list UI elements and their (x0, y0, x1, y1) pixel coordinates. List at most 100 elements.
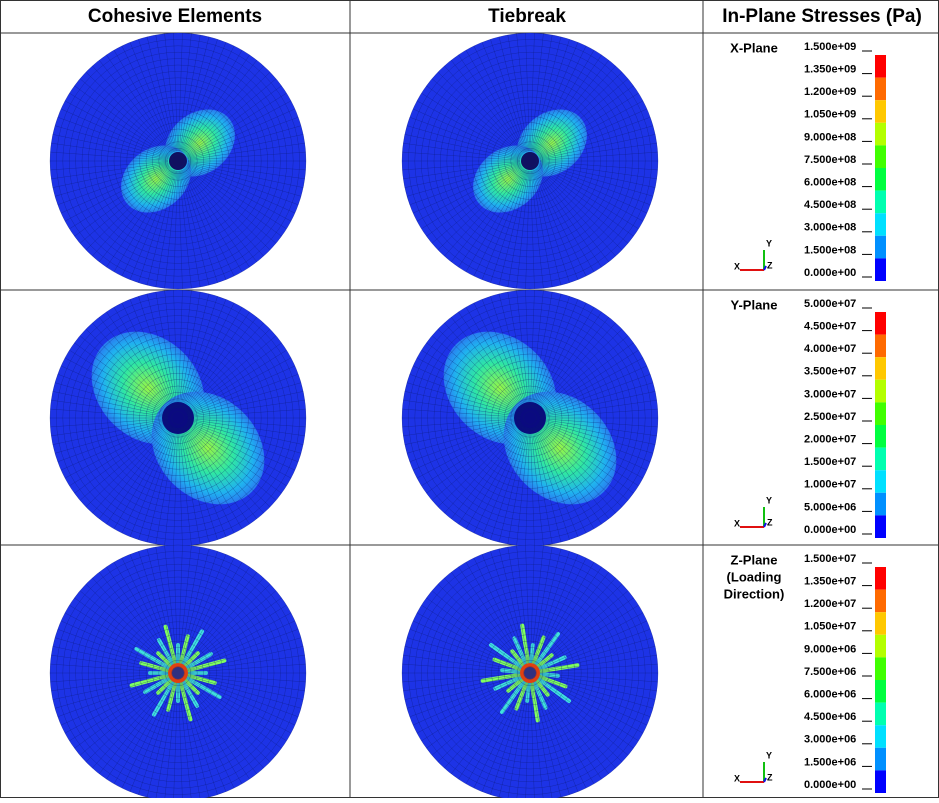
mesh-spoke (490, 682, 528, 795)
mesh-spoke (538, 100, 644, 157)
mesh-spoke (187, 419, 304, 445)
color-band (875, 425, 886, 448)
legend-label: 1.500e+07 (804, 553, 856, 565)
mesh-spoke (539, 125, 654, 159)
mesh-spoke (155, 170, 177, 288)
mesh-ring (523, 411, 537, 425)
mesh-spoke (74, 597, 171, 668)
mesh-spoke (185, 678, 282, 749)
mesh-spoke (498, 548, 528, 664)
mesh-spoke (437, 583, 523, 667)
stress-spike (129, 673, 173, 688)
mesh-spoke (426, 423, 523, 494)
mesh-spoke (539, 164, 651, 205)
mesh-spoke (539, 637, 654, 671)
mesh-spoke (473, 681, 526, 789)
mesh-spoke (473, 426, 526, 534)
color-band (875, 702, 886, 726)
axis-label: X (734, 518, 740, 528)
mesh-spoke (183, 169, 250, 268)
mesh-spoke (403, 654, 521, 672)
mesh-spoke (539, 620, 648, 670)
mesh-spoke (525, 427, 530, 546)
mesh-spoke (537, 423, 634, 494)
mesh-spoke (534, 169, 595, 272)
legend-label: 9.000e+06 (804, 643, 856, 655)
mesh-spoke (530, 682, 544, 801)
mesh-spoke (458, 566, 525, 665)
stress-spike (531, 678, 548, 710)
mesh-spoke (138, 682, 176, 795)
mesh-spoke (409, 676, 521, 717)
mesh-spoke (402, 418, 521, 428)
mesh-spoke (52, 646, 169, 672)
mesh-spoke (182, 426, 243, 529)
mesh-spoke (539, 420, 654, 454)
stress-spike (535, 671, 560, 678)
color-band (875, 589, 886, 613)
mesh-spoke (54, 125, 169, 159)
mesh-spoke (538, 423, 639, 486)
mesh-spoke (182, 426, 235, 534)
mesh-spoke (532, 427, 570, 540)
mesh-spoke (535, 566, 602, 665)
mesh-spoke (146, 548, 176, 664)
legend-label: 3.000e+07 (804, 388, 856, 400)
mesh-spoke (535, 572, 609, 666)
mesh-spoke (183, 680, 257, 774)
mesh-spoke (57, 421, 169, 462)
mesh-spoke (187, 676, 296, 726)
mesh-spoke (402, 408, 521, 418)
mesh-spoke (535, 168, 609, 262)
mesh-spoke (181, 170, 227, 280)
stress-spike (510, 649, 527, 669)
mesh-spoke (60, 365, 169, 415)
mesh-spoke (179, 682, 201, 800)
mesh-spoke (444, 680, 524, 769)
mesh-spoke (186, 678, 287, 741)
mesh-spoke (404, 674, 521, 700)
mesh-ring (171, 411, 185, 425)
mesh-spoke (50, 418, 169, 428)
mesh-spoke (185, 679, 277, 756)
legend-label: 0.000e+00 (804, 779, 856, 791)
stress-spike (163, 624, 178, 668)
mesh-spoke (179, 427, 201, 545)
color-band (875, 515, 886, 538)
mesh-spoke (481, 427, 527, 537)
mesh-spoke (79, 335, 171, 412)
mesh-spoke (186, 423, 287, 486)
mesh-spoke (406, 163, 521, 197)
mesh-spoke (121, 302, 174, 410)
mesh-spoke (535, 311, 602, 410)
mesh-spoke (164, 682, 178, 801)
mesh-spoke (539, 629, 651, 670)
mesh-spoke (50, 663, 169, 673)
mesh-spoke (536, 680, 616, 769)
mesh-spoke (539, 374, 651, 415)
color-band (875, 334, 886, 358)
stress-spike (178, 634, 190, 668)
mesh-spoke (498, 170, 528, 286)
mesh-spoke (69, 678, 170, 741)
mesh-spoke (451, 572, 525, 666)
mesh-spoke (54, 382, 169, 416)
mesh-spoke (184, 322, 264, 411)
mesh-spoke (182, 681, 235, 789)
contour-plot (401, 544, 659, 802)
mesh-spoke (525, 33, 530, 152)
mesh-spoke (74, 85, 171, 156)
mesh-spoke (539, 163, 654, 197)
mesh-spoke (99, 572, 173, 666)
mesh-spoke (79, 679, 171, 756)
mesh-spoke (537, 583, 623, 667)
mesh-spoke (539, 399, 657, 417)
axis-z (763, 522, 767, 528)
mesh-spoke (412, 620, 521, 670)
mesh-spoke (538, 93, 639, 156)
legend-label: 1.200e+07 (804, 598, 856, 610)
mesh-spoke (92, 168, 172, 257)
mesh-spoke (465, 50, 526, 153)
mesh-spoke (437, 71, 523, 155)
mesh-spoke (539, 675, 654, 709)
